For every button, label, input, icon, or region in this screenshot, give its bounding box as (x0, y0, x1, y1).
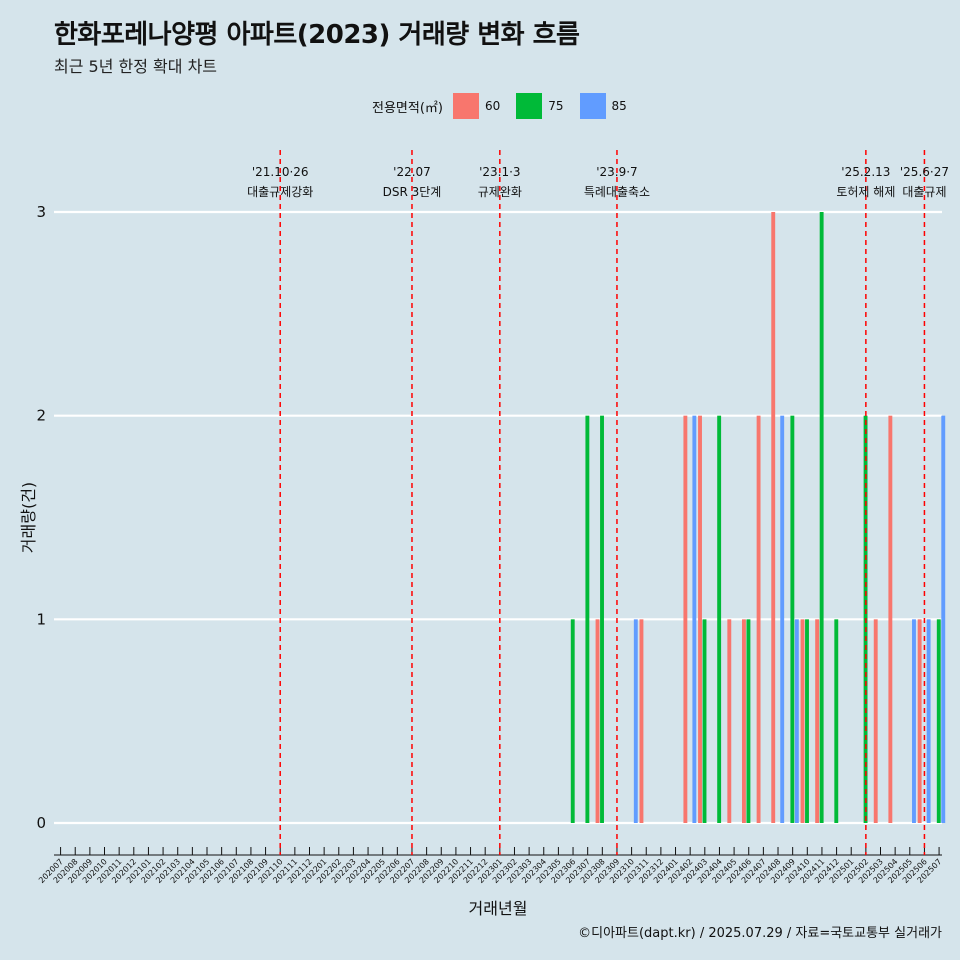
bar-85-202310 (633, 619, 638, 823)
y-tick-label-0: 0 (36, 814, 46, 832)
bar-60-202506 (917, 619, 922, 823)
event-label-202506: 대출규제 (902, 185, 946, 199)
source-caption: ©디아파트(dapt.kr) / 2025.07.29 / 자료=국토교통부 실… (578, 926, 942, 941)
event-label-202207: DSR 3단계 (383, 185, 442, 199)
legend-item-60: 60 (452, 93, 508, 119)
bar-75-202403 (702, 619, 707, 823)
y-tick-label-2: 2 (36, 407, 46, 425)
bar-85-202409 (794, 619, 799, 823)
legend-swatch-75 (516, 93, 543, 119)
bar-85-202402 (692, 415, 697, 823)
bar-85-202507 (941, 415, 946, 823)
event-date-202301: '23.1·3 (479, 165, 520, 179)
bar-75-202406 (746, 619, 751, 823)
bar-75-202507 (936, 619, 941, 823)
legend-swatch-85 (579, 93, 606, 119)
bar-75-202404 (717, 415, 722, 823)
event-label-202502: 토허제 해제 (836, 185, 895, 199)
event-label-202301: 규제완화 (478, 185, 522, 199)
bar-75-202308 (600, 415, 604, 823)
bar-75-202412 (834, 619, 839, 823)
chart-title: 한화포레나양평 아파트(2023) 거래량 변화 흐름 (54, 20, 580, 50)
bar-85-202505 (912, 619, 916, 823)
bar-60-202308 (595, 619, 600, 823)
legend-label-75: 75 (548, 99, 564, 113)
event-date-202502: '25.2.13 (841, 165, 890, 179)
bar-60-202410 (800, 619, 805, 823)
legend-item-85: 85 (579, 93, 635, 119)
bar-60-202504 (888, 415, 893, 823)
bar-60-202406 (741, 619, 746, 823)
legend-item-75: 75 (516, 93, 571, 119)
bar-60-202403 (698, 415, 702, 823)
bar-60-202402 (683, 415, 688, 823)
bar-60-202408 (771, 212, 776, 823)
bar-85-202506 (926, 619, 931, 823)
chart-subtitle: 최근 5년 한정 확대 차트 (54, 57, 218, 76)
bar-75-202410 (805, 619, 809, 823)
bar-75-202307 (585, 415, 590, 823)
bar-85-202408 (780, 415, 785, 823)
legend-label-60: 60 (484, 99, 501, 113)
legend-swatch-60 (452, 93, 479, 119)
legend-label-85: 85 (611, 99, 627, 113)
bar-60-202411 (815, 619, 820, 823)
bar-75-202411 (819, 212, 824, 823)
y-tick-label-3: 3 (36, 203, 46, 221)
bar-60-202407 (756, 415, 761, 823)
event-label-202309: 특례대출축소 (584, 185, 650, 199)
bar-60-202405 (727, 619, 732, 823)
y-axis-title: 거래량(건) (19, 482, 38, 553)
bar-60-202503 (873, 619, 878, 823)
bar-75-202409 (790, 415, 795, 823)
event-date-202506: '25.6·27 (900, 165, 949, 179)
event-date-202110: '21.10·26 (252, 165, 309, 179)
x-axis-title: 거래년월 (469, 899, 528, 918)
y-tick-label-1: 1 (36, 610, 46, 628)
legend-title: 전용면적(㎡) (372, 100, 443, 116)
event-date-202309: '23.9·7 (596, 165, 637, 179)
legend: 전용면적(㎡) 60 75 85 (372, 93, 643, 119)
bar-60-202311 (639, 619, 644, 823)
event-label-202110: 대출규제강화 (247, 185, 313, 199)
event-date-202207: '22.07 (393, 165, 431, 179)
bar-75-202306 (570, 619, 575, 823)
